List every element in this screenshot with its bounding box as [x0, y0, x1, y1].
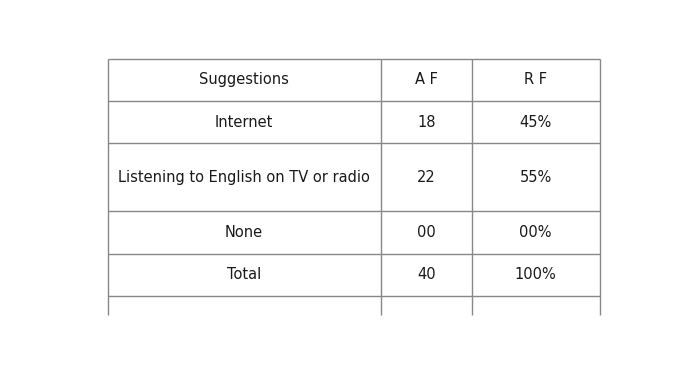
Text: 18: 18: [417, 115, 435, 130]
Text: R F: R F: [524, 72, 547, 87]
Text: 55%: 55%: [520, 170, 552, 185]
Text: Suggestions: Suggestions: [199, 72, 289, 87]
Text: A F: A F: [415, 72, 437, 87]
Text: 00: 00: [417, 225, 435, 240]
Text: Listening to English on TV or radio: Listening to English on TV or radio: [118, 170, 370, 185]
Text: Internet: Internet: [215, 115, 273, 130]
Text: 45%: 45%: [520, 115, 552, 130]
Text: Total: Total: [227, 267, 262, 282]
Text: None: None: [225, 225, 263, 240]
Text: 100%: 100%: [515, 267, 557, 282]
Text: 40: 40: [417, 267, 435, 282]
Text: 22: 22: [417, 170, 435, 185]
Text: 00%: 00%: [520, 225, 552, 240]
